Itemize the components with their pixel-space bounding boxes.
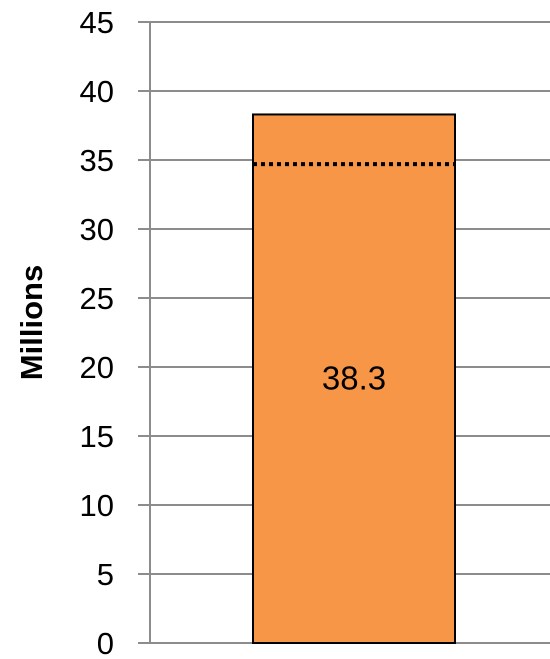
- data-labels: 38.3: [322, 360, 386, 397]
- y-tick-label-20: 20: [80, 350, 114, 385]
- bars: [252, 113, 456, 644]
- y-tick-label-25: 25: [80, 281, 114, 316]
- bar-data-label-0: 38.3: [322, 360, 386, 397]
- y-axis-title: Millions: [14, 265, 49, 380]
- y-tick-label-45: 45: [80, 5, 114, 40]
- bar-0: [252, 113, 456, 644]
- y-tick-label-5: 5: [97, 557, 114, 592]
- y-tick-labels: 0 5 10 15 20 25 30 35 40 45: [80, 5, 114, 659]
- y-tick-label-35: 35: [80, 143, 114, 178]
- y-tick-label-15: 15: [80, 419, 114, 454]
- y-tick-label-10: 10: [80, 488, 114, 523]
- y-tick-label-30: 30: [80, 212, 114, 247]
- y-tick-label-40: 40: [80, 74, 114, 109]
- y-tick-label-0: 0: [97, 626, 114, 659]
